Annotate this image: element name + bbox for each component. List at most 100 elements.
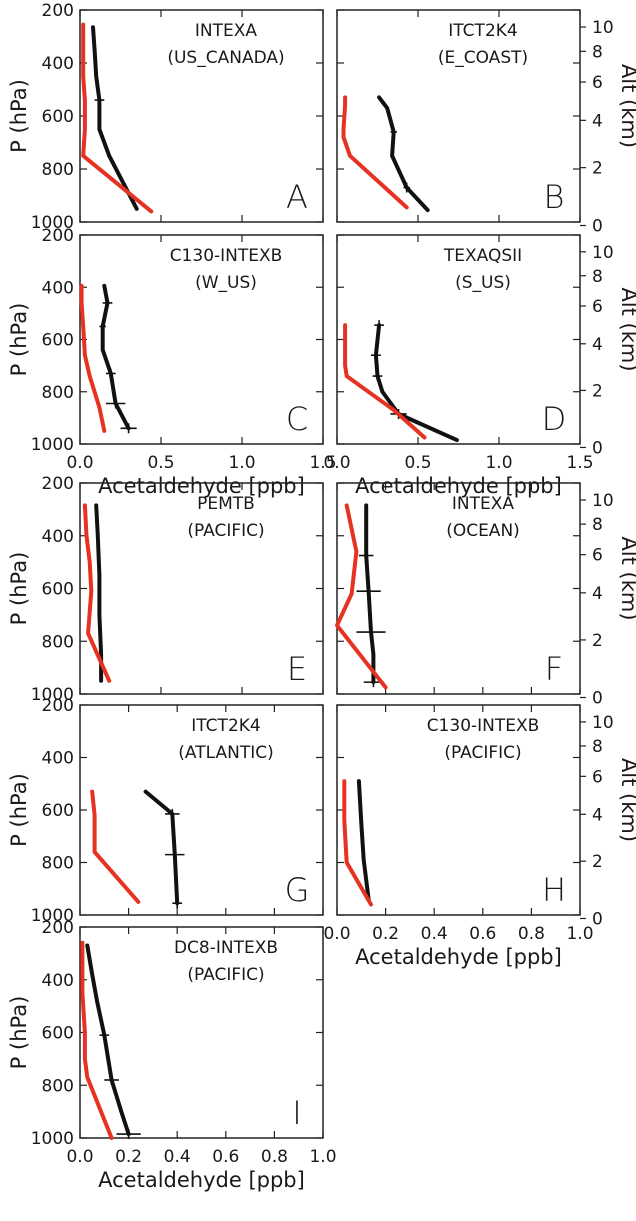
p-tick-label: 1000 (31, 1129, 74, 1149)
alt-tick-label: 2 (592, 159, 603, 179)
p-tick-label: 1000 (31, 906, 74, 926)
p-tick-label: 800 (42, 1076, 74, 1096)
panel-letter-g: G (285, 871, 310, 909)
p-tick-label: 600 (42, 107, 74, 127)
panel-letter-h: H (542, 871, 566, 909)
panel-subtitle-d: (S_US) (455, 273, 511, 293)
observed-line-f (364, 503, 376, 685)
model-line-i (80, 940, 114, 1140)
panel-title-g: ITCT2K4 (191, 716, 260, 736)
alt-tick-label: 6 (592, 73, 603, 93)
p-tick-label: 600 (42, 331, 74, 351)
p-tick-label: 200 (42, 696, 74, 716)
observed-line-d (373, 323, 459, 443)
alt-tick-label: 6 (592, 297, 603, 317)
panel-subtitle-h: (PACIFIC) (444, 743, 521, 763)
p-tick-label: 200 (42, 1, 74, 21)
alt-tick-label: 4 (592, 805, 603, 825)
p-tick-label: 800 (42, 854, 74, 874)
alt-tick-label: 0 (592, 438, 603, 458)
alt-tick-label: 2 (592, 381, 603, 401)
panel-letter-f: F (545, 650, 563, 688)
p-tick-label: 400 (42, 278, 74, 298)
panel-title-d: TEXAQSII (443, 246, 522, 266)
alt-tick-label: 4 (592, 335, 603, 355)
x-tick-label: 0.6 (469, 924, 496, 944)
model-line-c (79, 283, 107, 433)
panel-title-i: DC8-INTEXB (174, 938, 278, 958)
panel-subtitle-e: (PACIFIC) (187, 521, 264, 541)
x-tick-label: 0.8 (518, 924, 545, 944)
p-tick-label: 800 (42, 160, 74, 180)
x-tick-label: 1.0 (309, 1147, 336, 1167)
panel-letter-b: B (544, 178, 565, 216)
model-line-a (81, 22, 154, 214)
pressure-axis-title: P (hPa) (7, 552, 31, 626)
alt-tick-label: 8 (592, 267, 603, 287)
alt-tick-label: 4 (592, 584, 603, 604)
model-line-b (341, 95, 409, 210)
alt-tick-label: 8 (592, 515, 603, 535)
panel-subtitle-g: (ATLANTIC) (178, 743, 273, 763)
panel-title-h: C130-INTEXB (427, 716, 540, 736)
observed-line-h (356, 779, 371, 902)
alt-tick-label: 0 (592, 688, 603, 708)
alt-tick-label: 8 (592, 42, 603, 62)
x-tick-label: 0.4 (421, 924, 448, 944)
p-tick-label: 200 (42, 474, 74, 494)
x-tick-label: 0.6 (212, 1147, 239, 1167)
alt-tick-label: 10 (592, 18, 614, 38)
panel-subtitle-i: (PACIFIC) (187, 965, 264, 985)
model-line-g (90, 789, 141, 904)
x-tick-label: 1.5 (309, 453, 336, 473)
p-tick-label: 400 (42, 527, 74, 547)
panel-letter-e: E (287, 650, 307, 688)
alt-tick-label: 2 (592, 631, 603, 651)
alt-tick-label: 6 (592, 546, 603, 566)
p-tick-label: 400 (42, 54, 74, 74)
panel-letter-c: C (286, 400, 308, 438)
p-tick-label: 400 (42, 971, 74, 991)
plot-frame-i (79, 926, 324, 1139)
alt-tick-label: 8 (592, 737, 603, 757)
panel-letter-d: D (542, 400, 567, 438)
x-tick-label: 0.2 (372, 924, 399, 944)
p-tick-label: 800 (42, 632, 74, 652)
altitude-axis-title: Alt (km) (617, 287, 636, 371)
panel-title-f: INTEXA (452, 494, 515, 514)
x-tick-label: 1.0 (566, 924, 593, 944)
p-tick-label: 800 (42, 383, 74, 403)
x-tick-label: 0.2 (115, 1147, 142, 1167)
x-axis-title: Acetaldehyde [ppb] (355, 945, 562, 969)
altitude-axis-title: Alt (km) (617, 536, 636, 620)
altitude-axis-title: Alt (km) (617, 64, 636, 148)
panel-subtitle-c: (W_US) (195, 273, 257, 293)
panel-title-c: C130-INTEXB (170, 246, 283, 266)
p-tick-label: 400 (42, 749, 74, 769)
pressure-axis-title: P (hPa) (7, 996, 31, 1070)
alt-tick-label: 4 (592, 111, 603, 131)
panel-title-b: ITCT2K4 (448, 21, 517, 41)
x-tick-label: 0.8 (261, 1147, 288, 1167)
x-tick-label: 0.0 (66, 1147, 93, 1167)
pressure-axis-title: P (hPa) (7, 79, 31, 153)
panel-letter-a: A (286, 178, 308, 216)
x-axis-title: Acetaldehyde [ppb] (98, 1168, 305, 1192)
pressure-axis-title: P (hPa) (7, 303, 31, 377)
x-tick-label: 1.0 (228, 453, 255, 473)
model-line-e (82, 503, 112, 683)
x-tick-label: 0.0 (66, 453, 93, 473)
x-tick-label: 1.5 (566, 453, 593, 473)
p-tick-label: 1000 (31, 685, 74, 705)
altitude-axis-title: Alt (km) (617, 758, 636, 842)
p-tick-label: 600 (42, 1024, 74, 1044)
model-line-h (342, 779, 373, 907)
alt-tick-label: 10 (592, 713, 614, 733)
alt-tick-label: 10 (592, 243, 614, 263)
alt-tick-label: 0 (592, 909, 603, 929)
alt-tick-label: 10 (592, 491, 614, 511)
p-tick-label: 200 (42, 918, 74, 938)
x-tick-label: 1.0 (485, 453, 512, 473)
alt-tick-label: 2 (592, 852, 603, 872)
